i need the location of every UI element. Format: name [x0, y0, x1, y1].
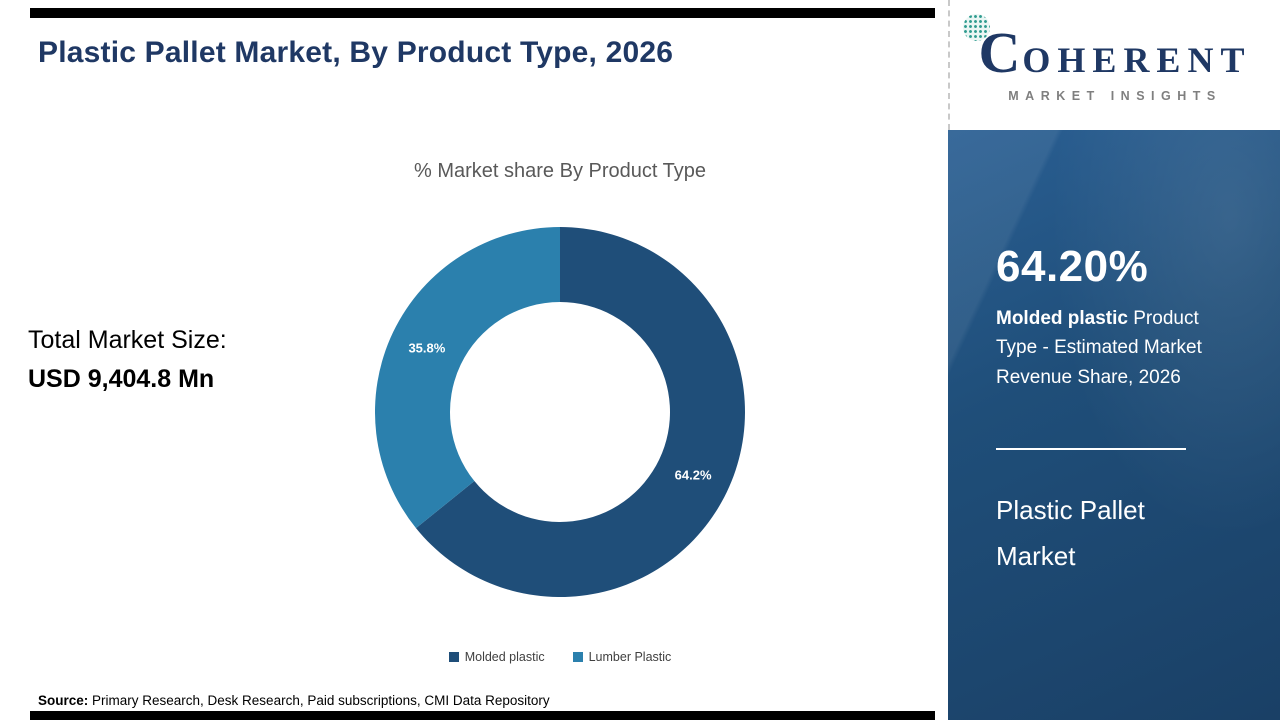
total-market-size-block: Total Market Size: USD 9,404.8 Mn — [28, 326, 227, 394]
chart-title: % Market share By Product Type — [414, 160, 706, 182]
slice-data-label: 35.8% — [408, 340, 445, 355]
panel-market-title: Plastic Pallet Market — [996, 495, 1145, 571]
legend-swatch — [572, 652, 583, 662]
left-panel: Plastic Pallet Market, By Product Type, … — [28, 8, 935, 720]
source-note: Source: Primary Research, Desk Research,… — [38, 693, 550, 708]
donut-slice-molded-plastic — [415, 227, 745, 597]
logo-wordmark-rest: OHERENT — [1022, 40, 1252, 80]
donut-slice-lumber-plastic — [375, 227, 560, 529]
donut-chart-svg: 64.2% 35.8% — [375, 227, 745, 597]
logo-tagline: MARKET INSIGHTS — [1008, 89, 1222, 103]
chart-legend: Molded plastic Lumber Plastic — [260, 650, 860, 664]
right-sidebar: C OHERENT MARKET INSIGHTS 64.20% Molded p… — [948, 0, 1280, 720]
highlight-description-rest: Product Type - Estimated Market Revenue … — [996, 308, 1202, 388]
legend-label: Lumber Plastic — [588, 650, 672, 664]
logo-wordmark: C OHERENT — [963, 14, 1252, 82]
highlight-description-bold: Molded plastic — [996, 308, 1128, 329]
legend-item-lumber-plastic: Lumber Plastic — [572, 650, 672, 664]
highlight-description: Molded plastic Product Type - Estimated … — [996, 304, 1240, 392]
total-market-size-label: Total Market Size: — [28, 326, 227, 354]
top-divider-bar — [30, 8, 935, 18]
page-title: Plastic Pallet Market, By Product Type, … — [38, 36, 674, 69]
legend-label: Molded plastic — [464, 650, 545, 664]
legend-item-molded-plastic: Molded plastic — [448, 650, 545, 664]
highlight-stat: 64.20% — [996, 242, 1149, 291]
panel-divider-line — [996, 448, 1186, 451]
brand-logo: C OHERENT MARKET INSIGHTS — [948, 0, 1280, 130]
total-market-size-value: USD 9,404.8 Mn — [28, 365, 215, 393]
source-label: Source: — [38, 693, 89, 708]
source-text: Primary Research, Desk Research, Paid su… — [88, 693, 550, 708]
logo-globe-icon — [963, 14, 990, 41]
legend-swatch — [448, 652, 459, 662]
highlight-panel: 64.20% Molded plastic Product Type - Est… — [948, 130, 1280, 720]
bottom-divider-bar — [30, 711, 935, 720]
slice-data-label: 64.2% — [675, 468, 712, 483]
donut-chart: 64.2% 35.8% — [375, 227, 745, 597]
